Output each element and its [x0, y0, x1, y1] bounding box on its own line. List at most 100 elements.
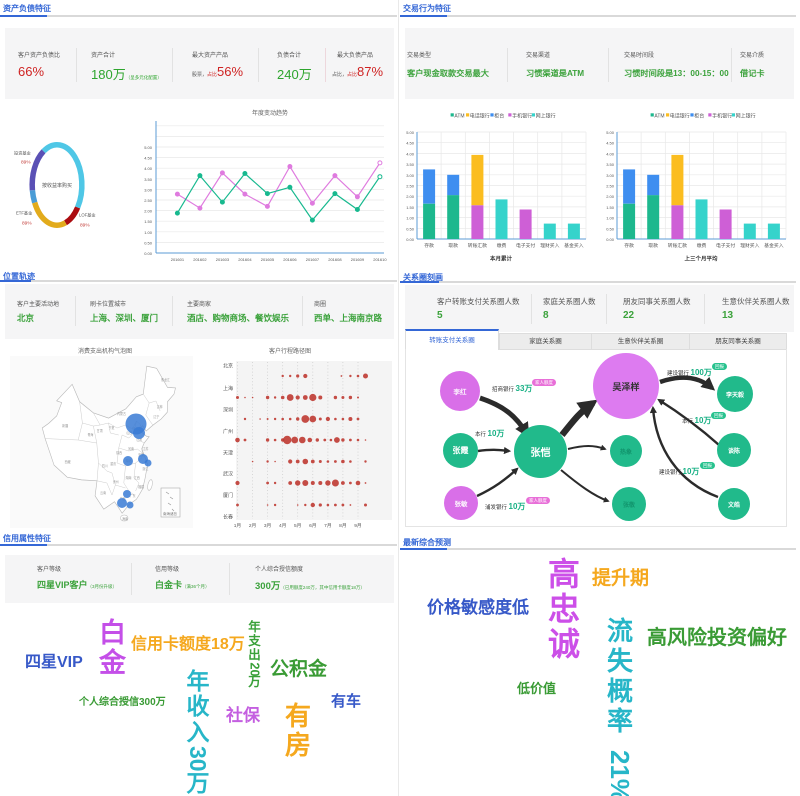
svg-text:电话银行: 电话银行 [470, 112, 490, 119]
svg-text:89%: 89% [21, 160, 31, 166]
svg-text:基金买入: 基金买入 [564, 242, 583, 249]
svg-text:4.00: 4.00 [144, 166, 153, 171]
svg-text:3.50: 3.50 [406, 162, 415, 167]
svg-text:本月累计: 本月累计 [490, 255, 513, 263]
svg-text:黑龙江: 黑龙江 [161, 377, 171, 382]
svg-text:网上银行: 网上银行 [736, 112, 756, 119]
svg-text:手机银行: 手机银行 [512, 112, 532, 119]
svg-text:0.50: 0.50 [144, 240, 153, 245]
svg-text:5.00: 5.00 [144, 145, 153, 150]
svg-text:3.00: 3.00 [606, 173, 615, 178]
svg-text:基金买入: 基金买入 [764, 242, 783, 249]
svg-text:天津: 天津 [223, 449, 233, 456]
svg-text:201602: 201602 [193, 257, 207, 262]
svg-text:1.00: 1.00 [406, 216, 415, 221]
svg-text:转账汇款: 转账汇款 [468, 242, 487, 249]
svg-text:四川: 四川 [102, 464, 108, 468]
svg-text:2.50: 2.50 [606, 184, 615, 189]
svg-text:辽宁: 辽宁 [153, 414, 159, 419]
svg-text:理财买入: 理财买入 [740, 242, 759, 249]
svg-text:河南: 河南 [128, 446, 135, 451]
svg-text:福建: 福建 [138, 484, 145, 489]
svg-text:年度变动趋势: 年度变动趋势 [252, 109, 288, 117]
svg-text:201608: 201608 [328, 257, 342, 262]
svg-text:0.00: 0.00 [406, 237, 415, 242]
svg-text:9月: 9月 [354, 523, 361, 529]
svg-text:4.00: 4.00 [606, 151, 615, 156]
svg-text:4.00: 4.00 [406, 151, 415, 156]
svg-text:3.00: 3.00 [406, 173, 415, 178]
svg-text:取款: 取款 [448, 242, 458, 249]
svg-text:ETF基金: ETF基金 [16, 210, 33, 216]
svg-text:手机银行: 手机银行 [712, 112, 732, 119]
svg-text:ATM: ATM [654, 113, 664, 119]
svg-text:电话银行: 电话银行 [670, 112, 690, 119]
svg-text:4.50: 4.50 [144, 156, 153, 161]
svg-text:投资基金: 投资基金 [14, 150, 32, 157]
svg-text:吉林: 吉林 [157, 404, 164, 409]
svg-text:5月: 5月 [294, 523, 301, 529]
svg-text:201603: 201603 [216, 257, 230, 262]
svg-text:3.00: 3.00 [144, 187, 153, 192]
svg-text:8月: 8月 [339, 523, 346, 529]
svg-text:电子支付: 电子支付 [716, 242, 735, 249]
svg-text:贵州: 贵州 [113, 479, 119, 484]
svg-text:理财买入: 理财买入 [540, 242, 559, 249]
svg-text:2月: 2月 [249, 523, 256, 529]
svg-text:4.50: 4.50 [406, 141, 415, 146]
svg-text:厦门: 厦门 [223, 492, 233, 499]
svg-text:LOF基金: LOF基金 [79, 212, 96, 218]
svg-text:取款: 取款 [648, 242, 658, 249]
svg-text:海南: 海南 [122, 516, 129, 521]
svg-text:201610: 201610 [373, 257, 387, 262]
svg-text:5.00: 5.00 [406, 130, 415, 135]
svg-text:1.00: 1.00 [144, 230, 153, 235]
svg-text:89%: 89% [22, 221, 32, 227]
svg-text:1.00: 1.00 [606, 216, 615, 221]
svg-text:2.50: 2.50 [144, 198, 153, 203]
svg-text:甘肃: 甘肃 [97, 428, 104, 433]
svg-text:7月: 7月 [324, 523, 331, 529]
svg-text:新疆: 新疆 [62, 423, 69, 428]
svg-text:缴费: 缴费 [497, 242, 507, 249]
svg-text:201606: 201606 [283, 257, 297, 262]
svg-text:2.00: 2.00 [406, 194, 415, 199]
svg-text:缴费: 缴费 [697, 242, 707, 249]
svg-text:山东: 山东 [136, 437, 143, 442]
svg-text:3.50: 3.50 [606, 162, 615, 167]
svg-text:上三个月平均: 上三个月平均 [684, 255, 718, 263]
svg-text:4.50: 4.50 [606, 141, 615, 146]
svg-text:3月: 3月 [264, 523, 271, 529]
svg-text:山西: 山西 [126, 430, 133, 435]
svg-text:201605: 201605 [261, 257, 275, 262]
svg-text:陕西: 陕西 [116, 450, 123, 455]
svg-text:浙江: 浙江 [142, 466, 149, 471]
svg-text:1月: 1月 [234, 523, 241, 529]
svg-text:1.50: 1.50 [144, 219, 153, 224]
svg-text:201601: 201601 [171, 257, 185, 262]
svg-text:2.00: 2.00 [144, 209, 153, 214]
svg-text:0.00: 0.00 [606, 237, 615, 242]
svg-text:1.50: 1.50 [606, 205, 615, 210]
svg-text:ATM: ATM [454, 113, 464, 119]
svg-text:网上银行: 网上银行 [536, 112, 556, 119]
svg-text:201604: 201604 [238, 257, 252, 262]
svg-text:2.50: 2.50 [406, 184, 415, 189]
svg-text:西藏: 西藏 [65, 459, 72, 464]
svg-text:柜台: 柜台 [494, 112, 504, 119]
svg-text:3.50: 3.50 [144, 177, 153, 182]
svg-text:北京: 北京 [223, 363, 233, 370]
svg-text:南海诸岛: 南海诸岛 [163, 511, 177, 516]
svg-text:深圳: 深圳 [223, 406, 233, 413]
svg-text:湖南: 湖南 [126, 475, 133, 480]
svg-text:江西: 江西 [134, 475, 141, 480]
svg-text:青海: 青海 [87, 432, 94, 437]
svg-text:上海: 上海 [223, 385, 233, 392]
svg-text:存款: 存款 [624, 242, 634, 249]
svg-text:江苏: 江苏 [142, 446, 149, 451]
svg-text:0.00: 0.00 [144, 251, 153, 256]
svg-text:广州: 广州 [223, 428, 233, 435]
svg-text:广东: 广东 [130, 493, 137, 498]
svg-text:长春: 长春 [223, 513, 233, 520]
svg-text:201607: 201607 [306, 257, 320, 262]
